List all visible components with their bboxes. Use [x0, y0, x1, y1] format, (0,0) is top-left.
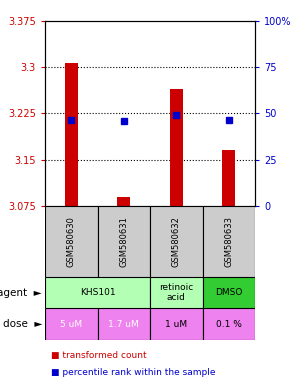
Text: 1 uM: 1 uM [165, 319, 187, 329]
Bar [150, 206, 203, 277]
Bar [203, 308, 255, 340]
Text: GSM580631: GSM580631 [119, 216, 128, 267]
Bar [45, 277, 150, 308]
Bar [150, 308, 203, 340]
Text: agent  ►: agent ► [0, 288, 42, 298]
Text: dose  ►: dose ► [3, 319, 42, 329]
Bar [117, 197, 130, 206]
Bar [203, 277, 255, 308]
Text: 1.7 uM: 1.7 uM [108, 319, 139, 329]
Bar [65, 63, 78, 206]
Text: retinoic
acid: retinoic acid [159, 283, 193, 302]
Bar [222, 151, 235, 206]
Bar [150, 277, 203, 308]
Text: KHS101: KHS101 [80, 288, 115, 297]
Text: 0.1 %: 0.1 % [216, 319, 242, 329]
Bar [203, 206, 255, 277]
Bar [97, 206, 150, 277]
Text: GSM580630: GSM580630 [67, 216, 76, 267]
Text: 5 uM: 5 uM [60, 319, 82, 329]
Text: GSM580632: GSM580632 [172, 216, 181, 267]
Bar [170, 89, 183, 206]
Bar [45, 308, 97, 340]
Text: DMSO: DMSO [215, 288, 243, 297]
Bar [97, 308, 150, 340]
Bar [45, 206, 97, 277]
Text: ■ transformed count: ■ transformed count [51, 351, 146, 360]
Text: GSM580633: GSM580633 [224, 216, 233, 267]
Text: ■ percentile rank within the sample: ■ percentile rank within the sample [51, 369, 215, 377]
